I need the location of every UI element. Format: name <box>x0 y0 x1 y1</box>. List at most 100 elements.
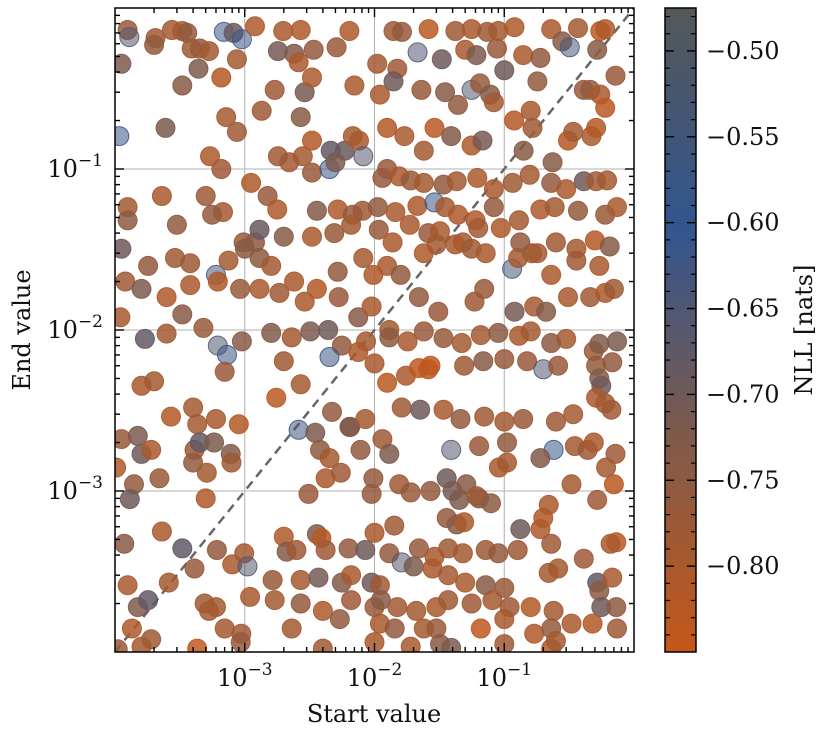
data-point <box>251 100 272 121</box>
data-point <box>214 361 235 382</box>
data-point <box>413 140 434 161</box>
data-point <box>504 17 525 38</box>
data-point <box>183 397 204 418</box>
data-point <box>502 172 523 193</box>
data-point <box>288 52 309 73</box>
data-point <box>214 618 235 639</box>
data-point <box>589 333 610 354</box>
data-point <box>196 462 217 483</box>
data-point <box>273 226 294 247</box>
data-point <box>228 414 249 435</box>
data-point <box>563 121 584 142</box>
data-point <box>420 481 441 501</box>
data-point <box>454 512 475 533</box>
data-point <box>543 600 564 621</box>
data-point <box>298 483 319 504</box>
data-point <box>324 223 345 244</box>
data-point <box>200 146 220 167</box>
data-point <box>264 590 285 611</box>
data-point <box>595 19 616 40</box>
data-point <box>455 572 476 593</box>
data-point <box>330 462 351 483</box>
data-point <box>355 409 376 429</box>
data-point <box>121 618 142 639</box>
data-point <box>382 232 403 253</box>
data-point <box>475 243 496 264</box>
data-point <box>322 401 342 422</box>
data-point <box>400 636 421 652</box>
colorbar-tick-label: −0.50 <box>706 37 780 65</box>
data-point <box>158 572 179 593</box>
data-point <box>131 636 152 652</box>
data-point <box>348 307 369 328</box>
data-point <box>520 321 541 342</box>
data-point <box>399 214 420 235</box>
data-point <box>327 261 348 282</box>
data-point <box>541 264 562 285</box>
data-point <box>195 186 216 206</box>
colorbar-tick-label: −0.65 <box>706 295 780 323</box>
data-point <box>599 236 620 257</box>
data-point <box>241 172 262 193</box>
data-point <box>542 152 563 173</box>
data-point <box>115 457 127 478</box>
data-point <box>161 406 181 427</box>
data-point <box>469 436 490 457</box>
data-point <box>187 638 208 652</box>
x-axis-label: Start value <box>307 700 441 728</box>
data-point <box>302 67 322 88</box>
data-point <box>226 49 247 70</box>
data-point <box>364 353 385 374</box>
data-point <box>527 71 548 92</box>
data-point <box>306 200 327 221</box>
data-point <box>413 321 434 342</box>
data-point <box>361 483 382 504</box>
data-point <box>302 226 322 247</box>
data-point <box>364 522 385 543</box>
data-point <box>563 404 584 425</box>
data-point <box>361 296 382 317</box>
data-point <box>451 333 472 353</box>
y-tick-label: 10−2 <box>47 312 103 344</box>
data-point <box>383 71 404 92</box>
data-point <box>341 214 362 235</box>
data-point <box>211 67 232 88</box>
data-point <box>490 218 511 238</box>
data-point <box>448 204 468 225</box>
data-point <box>385 202 406 223</box>
data-point <box>420 355 441 376</box>
data-point <box>199 41 219 62</box>
y-tick-label: 10−3 <box>47 473 103 505</box>
data-point <box>353 146 374 167</box>
data-point <box>497 432 517 453</box>
x-tick-label: 10−1 <box>476 660 532 692</box>
data-point <box>230 632 251 652</box>
data-point <box>231 331 252 352</box>
data-point <box>305 422 326 443</box>
data-point <box>115 639 128 652</box>
colorbar-tick-label: −0.80 <box>706 552 780 580</box>
data-point <box>435 82 456 103</box>
data-point <box>249 219 270 240</box>
data-point <box>377 117 398 138</box>
data-point <box>207 271 228 292</box>
data-point <box>406 600 427 621</box>
colorbar-tick-label: −0.70 <box>706 380 780 408</box>
data-point <box>312 638 333 652</box>
data-point <box>438 565 459 586</box>
data-point <box>589 255 610 276</box>
data-point <box>206 540 227 560</box>
data-point <box>387 597 408 618</box>
data-point <box>513 409 534 429</box>
data-point <box>504 110 525 131</box>
data-point <box>221 452 242 473</box>
data-point <box>536 301 557 322</box>
data-point <box>288 419 309 440</box>
data-point <box>156 323 177 344</box>
data-point <box>433 399 454 420</box>
data-point <box>483 179 504 200</box>
data-point <box>520 100 541 121</box>
data-point <box>155 117 176 138</box>
data-point <box>487 38 507 59</box>
data-point <box>202 204 223 225</box>
